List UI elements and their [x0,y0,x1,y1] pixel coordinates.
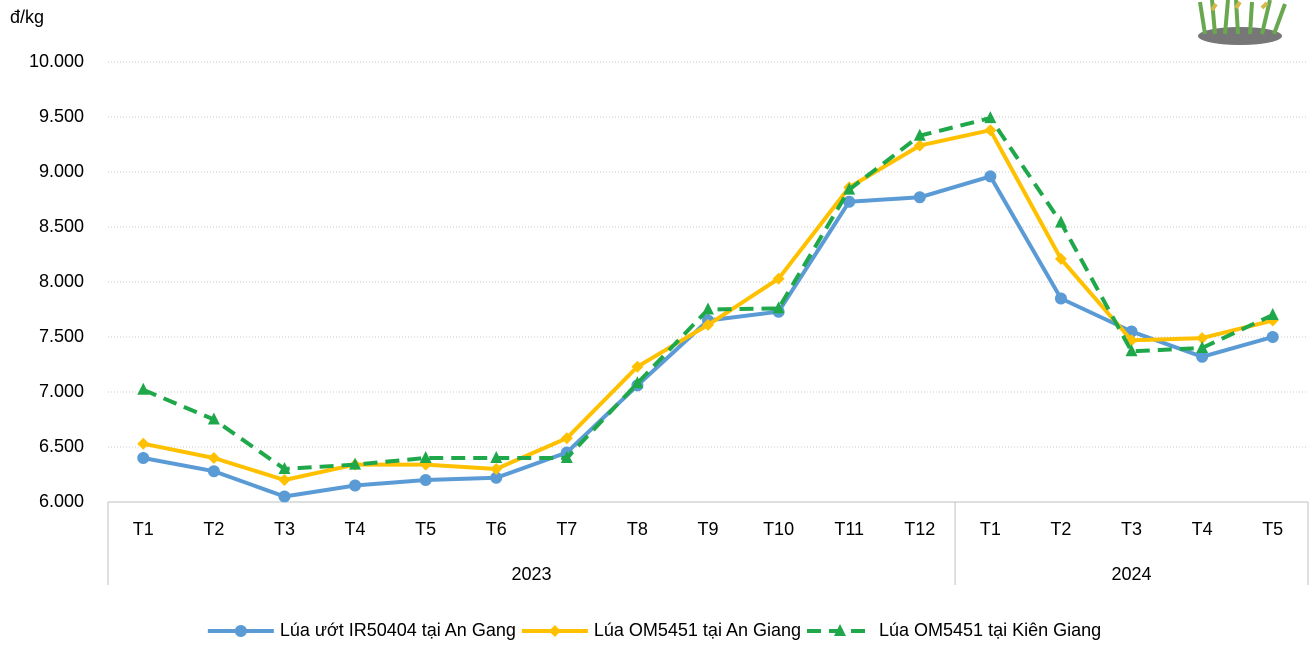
x-tick-label: T12 [904,519,935,539]
legend-label: Lúa OM5451 tại An Giang [594,620,801,640]
legend-item: Lúa ướt IR50404 tại An Gang [207,620,516,640]
point [349,479,362,492]
point [207,412,220,425]
point [137,382,150,395]
point [419,474,432,486]
point [631,376,644,389]
point [560,451,573,463]
legend-marker [234,625,247,637]
point [278,490,291,503]
point [1266,308,1279,320]
point [702,302,714,315]
x-tick-label: T8 [627,519,648,539]
legend-marker [834,624,846,636]
x-tick-label: T7 [556,519,577,539]
point [772,272,785,285]
point [490,451,503,463]
point [137,452,150,464]
point [1054,215,1067,228]
point [278,474,291,486]
point [490,471,503,484]
point [1054,252,1067,265]
point [419,451,432,463]
rice-icon [1198,0,1287,45]
point [843,195,856,208]
x-tick-label: T10 [763,519,794,539]
legend-marker [548,625,561,637]
x-tick-label: T2 [203,519,224,539]
group-label: 2024 [1112,564,1152,584]
point [702,318,714,331]
point [1125,344,1138,357]
legend-item: Lúa OM5451 tại Kiên Giang [807,620,1101,640]
point [843,182,856,195]
x-tick-label: T3 [1121,519,1142,539]
x-tick-label: T3 [274,519,295,539]
x-tick-label: T9 [697,519,718,539]
point [490,463,503,475]
y-tick-label: 8.500 [39,216,84,236]
series [137,124,1279,486]
y-axis-label: đ/kg [10,7,44,27]
point [631,360,644,373]
point [207,465,220,478]
point [772,301,785,314]
point [1266,331,1279,343]
series-line [142,174,1274,499]
point [984,170,997,183]
y-tick-label: 6.000 [39,491,84,511]
point [913,139,926,152]
legend-item: Lúa OM5451 tại An Giang [521,620,801,640]
x-tick-label: T5 [415,519,436,539]
x-tick-label: T5 [1262,519,1283,539]
y-tick-label: 7.500 [39,326,84,346]
y-tick-label: 9.500 [39,106,84,126]
point [984,124,997,137]
point [207,452,220,464]
point [913,128,926,141]
series [137,170,1279,503]
y-tick-label: 7.000 [39,381,84,401]
x-tick-label: T4 [345,519,366,539]
x-tick-label: T2 [1050,519,1071,539]
group-label: 2023 [512,564,552,584]
x-tick-label: T1 [980,519,1001,539]
legend-label: Lúa ướt IR50404 tại An Gang [280,620,516,640]
point [1196,341,1209,353]
point [984,111,997,124]
x-tick-label: T6 [486,519,507,539]
x-tick-label: T4 [1192,519,1213,539]
point [349,457,362,470]
point [913,191,926,204]
point [137,437,150,450]
point [1196,332,1209,345]
y-tick-label: 9.000 [39,161,84,181]
point [1054,292,1067,305]
series-line [142,116,1274,471]
y-tick-label: 10.000 [29,51,84,71]
x-tick-label: T1 [133,519,154,539]
x-tick-label: T11 [834,519,864,539]
y-tick-label: 6.500 [39,436,84,456]
y-tick-label: 8.000 [39,271,84,291]
legend-label: Lúa OM5451 tại Kiên Giang [879,620,1101,640]
point [278,462,291,474]
point [1196,350,1209,363]
series [137,111,1279,474]
point [560,432,573,445]
